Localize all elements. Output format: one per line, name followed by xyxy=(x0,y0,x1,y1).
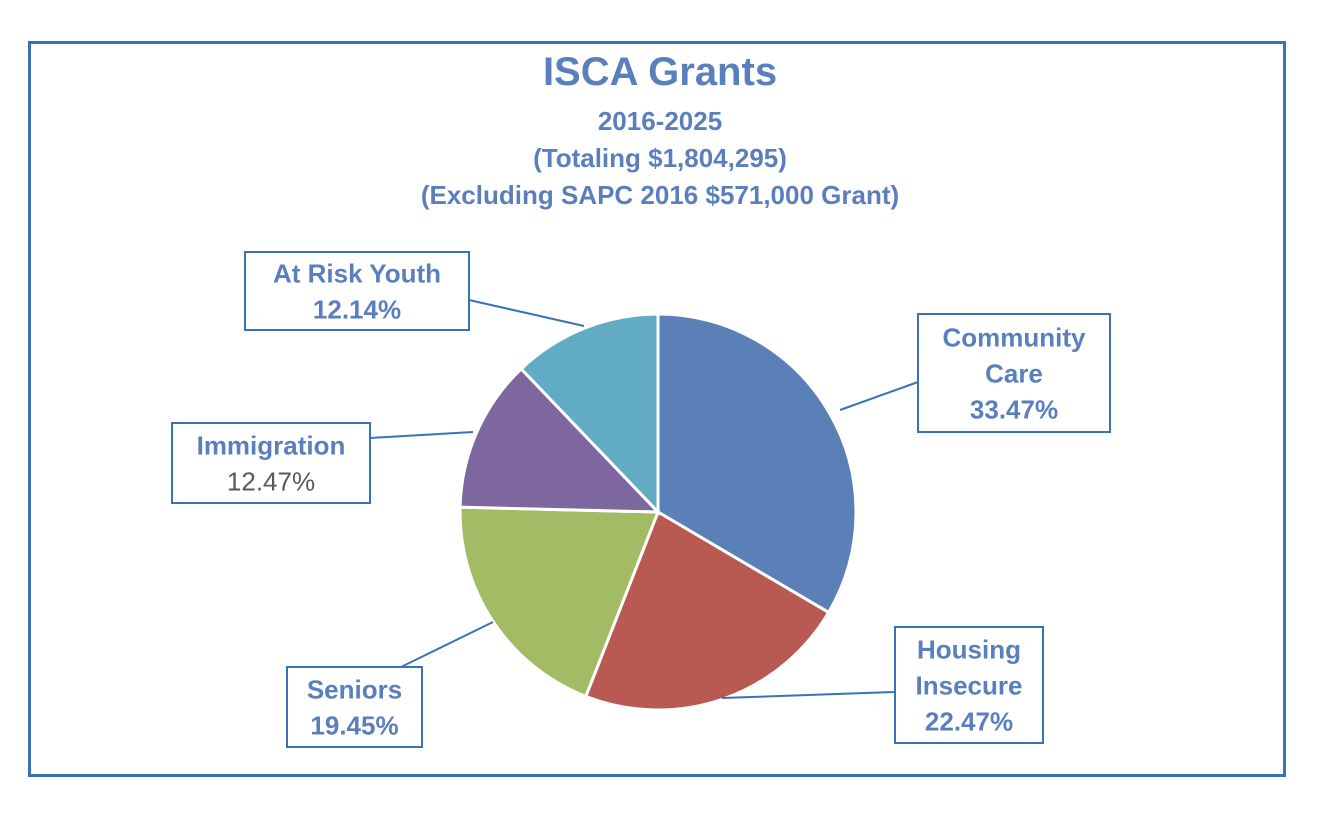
leader-line-seniors xyxy=(400,621,494,668)
slice-name-seniors: Seniors xyxy=(307,674,402,704)
pie-slice-at-risk-youth xyxy=(519,312,660,516)
slice-value-seniors: 19.45% xyxy=(310,710,398,740)
chart-title: ISCA Grants xyxy=(542,50,778,94)
leader-line-immigration xyxy=(369,431,474,439)
leader-line-housing-insecure xyxy=(721,691,896,699)
chart-subtitle-years: 2016-2025 xyxy=(597,106,723,136)
slice-value-immigration: 12.47% xyxy=(227,466,315,496)
pie-slice-community-care xyxy=(656,312,858,615)
slice-name-community-care-line-2: Care xyxy=(985,358,1043,388)
callout-box-at-risk-youth xyxy=(244,251,470,331)
callout-box-seniors xyxy=(286,666,423,748)
pie-slice-immigration xyxy=(458,366,662,514)
slice-name-community-care-line-1: Community xyxy=(943,322,1087,352)
slice-name-immigration: Immigration xyxy=(197,430,346,460)
callout-box-community-care xyxy=(917,313,1111,433)
leader-line-at-risk-youth xyxy=(468,299,585,327)
chart-subtitle-exclusion: (Excluding SAPC 2016 $571,000 Grant) xyxy=(420,180,900,210)
pie-slice-seniors xyxy=(458,505,661,699)
slice-name-housing-insecure-line-2: Insecure xyxy=(916,670,1023,700)
callouts: Community Care 33.47% Housing Insecure 22.47%… xyxy=(171,251,1111,748)
slice-value-at-risk-youth: 12.14% xyxy=(313,294,401,324)
chart-subtitle-total: (Totaling $1,804,295) xyxy=(533,143,787,173)
slice-name-housing-insecure-line-1: Housing xyxy=(917,634,1021,664)
leader-line-community-care xyxy=(839,381,919,411)
slice-name-at-risk-youth: At Risk Youth xyxy=(273,258,441,288)
pie-slice-housing-insecure xyxy=(583,509,831,712)
pie-slices xyxy=(458,312,858,712)
callout-box-immigration xyxy=(171,422,371,504)
slice-value-community-care: 33.47% xyxy=(970,394,1058,424)
callout-box-housing-insecure xyxy=(894,626,1044,744)
slice-value-housing-insecure: 22.47% xyxy=(925,706,1013,736)
